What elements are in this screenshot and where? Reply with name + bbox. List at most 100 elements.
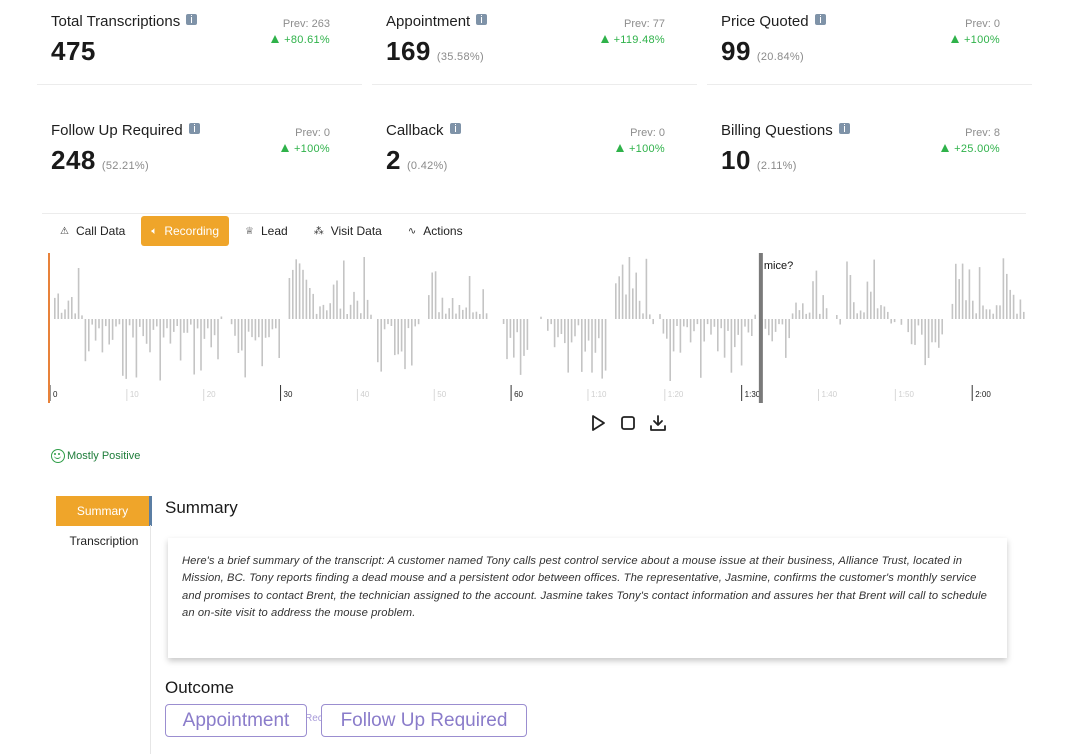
waveform-bar [941, 319, 943, 335]
download-button[interactable] [649, 414, 667, 432]
stat-change: +25.00% [941, 143, 1000, 155]
waveform-bar [781, 319, 784, 325]
activity-icon: ∿ [407, 225, 417, 237]
waveform-bar [638, 300, 641, 319]
waveform-bar [213, 319, 216, 336]
stat-percent: (0.42%) [406, 160, 448, 172]
current-word-label: mice? [764, 260, 793, 272]
tab-call-data[interactable]: ⚠ Call Data [60, 224, 126, 238]
stop-button[interactable] [619, 414, 637, 432]
timeline-label: 0 [53, 390, 58, 399]
waveform-bar [819, 313, 821, 319]
waveform-bar [880, 305, 882, 319]
waveform-bar [921, 319, 923, 335]
waveform-bar [139, 319, 141, 327]
tab-recording[interactable]: 🔈︎ Recording [141, 216, 230, 246]
tab-actions[interactable]: ∿ Actions [407, 224, 463, 238]
waveform-bar [601, 319, 603, 379]
waveform-bar [475, 311, 478, 319]
waveform-bar [523, 319, 525, 356]
stop-icon [621, 416, 635, 430]
outcome-chip-appointment[interactable]: Appointment [165, 704, 307, 737]
waveform-bar [326, 310, 328, 319]
waveform-bar [118, 319, 121, 325]
waveform-bar [241, 319, 243, 351]
stat-change: +119.48% [600, 34, 665, 46]
waveform-bar [863, 312, 865, 319]
info-icon[interactable] [188, 123, 200, 134]
waveform-bar [679, 319, 682, 353]
stat-prev: Prev: 0 [630, 127, 665, 139]
waveform-bar [319, 306, 321, 319]
waveform-bar [825, 308, 828, 319]
waveform-bar [567, 319, 569, 373]
waveform-bar [907, 319, 909, 333]
waveform-bar [264, 319, 267, 338]
waveform-bar [693, 319, 695, 332]
waveform-bar [404, 319, 406, 370]
timeline-label: 60 [514, 390, 523, 399]
waveform-bar [346, 314, 348, 319]
waveform-bar [363, 257, 365, 319]
waveform-bar [1002, 258, 1005, 319]
stat-card-total-transcriptions: Total Transcriptions 475 Prev: 263 +80.6… [37, 0, 362, 85]
audio-waveform[interactable]: 0 10 20 30 40 50 60 1:10 1:20 1:30 1:40 1:50 2:00 mi… [48, 253, 1026, 405]
info-icon[interactable] [186, 14, 198, 25]
stat-card-callback: Callback 2 (0.42%) Prev: 0 +100% [386, 109, 665, 194]
waveform-bar [822, 295, 824, 319]
up-arrow-icon [950, 35, 959, 43]
side-divider [150, 525, 151, 754]
tab-lead[interactable]: ♕ Lead [245, 224, 288, 238]
info-icon[interactable] [838, 123, 850, 134]
waveform-bars [54, 257, 1025, 381]
timeline-label: 1:30 [745, 390, 761, 399]
tab-visit-data[interactable]: ⁂ Visit Data [313, 224, 382, 238]
waveform-bar [190, 319, 192, 325]
timeline-label: 1:40 [822, 390, 838, 399]
stat-value: 169 (35.58%) [386, 36, 484, 66]
waveform-bar [220, 316, 223, 319]
waveform-bar [108, 319, 110, 345]
waveform-bar [914, 319, 916, 345]
info-icon[interactable] [814, 14, 826, 25]
waveform-bar [696, 319, 699, 325]
waveform-bar [540, 316, 542, 319]
timeline-label: 30 [284, 390, 293, 399]
waveform-bar [802, 303, 804, 319]
waveform-bar [353, 291, 355, 319]
waveform-bar [288, 278, 291, 319]
waveform-bar [924, 319, 926, 366]
waveform-bar [764, 319, 767, 329]
side-tab-transcription[interactable]: Transcription [69, 534, 139, 548]
waveform-bar [482, 289, 484, 319]
waveform-bar [179, 319, 182, 361]
side-tab-summary[interactable]: Summary [56, 496, 152, 526]
info-icon[interactable] [449, 123, 461, 134]
waveform-bar [203, 319, 206, 339]
waveform-bar [557, 319, 559, 338]
start-marker [48, 253, 50, 403]
waveform-bar [329, 303, 331, 319]
waveform-bar [581, 319, 583, 372]
play-button[interactable] [589, 414, 607, 432]
waveform-bar [366, 299, 369, 319]
waveform-bar [1016, 313, 1018, 319]
stat-value: 475 [51, 36, 96, 66]
playhead[interactable] [758, 253, 763, 403]
outcome-chip-follow-up-required[interactable]: Follow Up Required [321, 704, 527, 737]
waveform-bar [958, 279, 960, 319]
sentiment-indicator: Mostly Positive [51, 449, 140, 463]
waveform-bar [390, 319, 393, 326]
waveform-bar [173, 319, 175, 332]
waveform-bar [615, 283, 617, 319]
waveform-bar [54, 297, 56, 319]
info-icon[interactable] [476, 14, 488, 25]
stat-percent: (52.21%) [101, 160, 149, 172]
waveform-bar [577, 319, 580, 326]
waveform-bar [128, 319, 131, 326]
waveform-bar [166, 319, 168, 329]
waveform-bar [349, 304, 352, 319]
waveform-bar [122, 319, 124, 376]
waveform-bar [927, 319, 930, 358]
waveform-bar [305, 279, 308, 319]
